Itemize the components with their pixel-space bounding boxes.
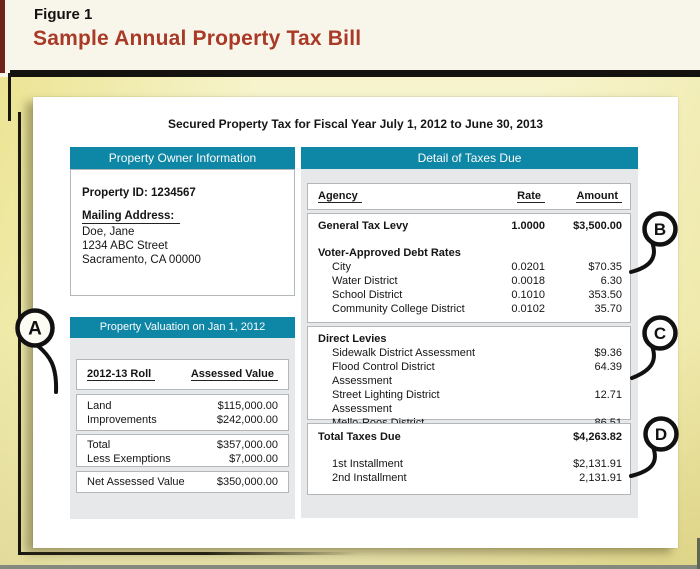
valuation-section: 2012-13 Roll Assessed Value Land $115,00…: [70, 338, 295, 519]
valuation-column-headers: 2012-13 Roll Assessed Value: [76, 359, 289, 390]
table-row: Community College District 0.0102 35.70: [332, 303, 622, 315]
table-row: Net Assessed Value $350,000.00: [87, 476, 278, 488]
levy-box: General Tax Levy 1.0000 $3,500.00 Voter-…: [307, 213, 631, 323]
taxes-section-header: Detail of Taxes Due: [301, 147, 638, 169]
figure-title: Sample Annual Property Tax Bill: [33, 27, 362, 50]
assessed-value-column-header: Assessed Value: [190, 368, 278, 381]
table-row: 1st Installment $2,131.91: [332, 458, 622, 470]
taxes-column-headers: Agency Rate Amount: [307, 183, 631, 210]
amount-column-header: Amount: [576, 190, 622, 203]
owner-info-box: Property ID: 1234567 Mailing Address: Do…: [70, 169, 295, 296]
table-row: Direct Levies: [318, 333, 387, 345]
address-line: Sacramento, CA 00000: [82, 254, 201, 266]
table-row: City 0.0201 $70.35: [332, 261, 622, 273]
valuation-section-header: Property Valuation on Jan 1, 2012: [70, 317, 295, 338]
total-taxes-box: Total Taxes Due $4,263.82 1st Installmen…: [307, 423, 631, 495]
valuation-net-box: Net Assessed Value $350,000.00: [76, 471, 289, 493]
page-edge-strip: [697, 538, 700, 569]
page-edge-strip: [0, 565, 700, 569]
address-line: 1234 ABC Street: [82, 240, 168, 252]
roll-column-header: 2012-13 Roll: [87, 368, 156, 381]
property-id-label: Property ID:: [82, 187, 148, 199]
scan-crease-line: [8, 73, 11, 121]
table-row: School District 0.1010 353.50: [332, 289, 622, 301]
owner-section-header: Property Owner Information: [70, 147, 295, 169]
table-row: Sidewalk District Assessment $9.36: [332, 347, 622, 359]
table-row: Less Exemptions $7,000.00: [87, 453, 278, 465]
table-row: Water District 0.0018 6.30: [332, 275, 622, 287]
direct-levies-box: Direct Levies Sidewalk District Assessme…: [307, 326, 631, 443]
table-row: Total $357,000.00: [87, 439, 278, 451]
header-divider: [10, 70, 700, 77]
property-id-line: Property ID: 1234567: [82, 186, 284, 200]
table-row: Land $115,000.00: [87, 400, 278, 412]
address-line: Doe, Jane: [82, 226, 135, 238]
rate-column-header: Rate: [517, 190, 545, 203]
property-id-value: 1234567: [151, 187, 196, 199]
agency-column-header: Agency: [318, 190, 362, 203]
table-row: Total Taxes Due $4,263.82: [318, 431, 622, 443]
scan-crease-line: [18, 112, 21, 555]
table-row: Flood Control District Assessment 64.39: [332, 361, 622, 387]
valuation-total-box: Total $357,000.00 Less Exemptions $7,000…: [76, 434, 289, 467]
table-row: Street Lighting District Assessment 12.7…: [332, 389, 622, 415]
scan-crease-line: [18, 552, 358, 555]
table-row: General Tax Levy 1.0000 $3,500.00: [318, 220, 622, 232]
bill-title: Secured Property Tax for Fiscal Year Jul…: [167, 117, 544, 131]
table-row: Improvements $242,000.00: [87, 414, 278, 426]
mailing-address-label: Mailing Address:: [82, 209, 181, 224]
taxes-section: Agency Rate Amount General Tax Levy 1.00…: [301, 169, 638, 518]
table-row: 2nd Installment 2,131.91: [332, 472, 622, 484]
figure-number: Figure 1: [34, 6, 93, 23]
valuation-land-box: Land $115,000.00 Improvements $242,000.0…: [76, 394, 289, 431]
table-row: Voter-Approved Debt Rates: [318, 247, 461, 259]
tax-bill-panel: Secured Property Tax for Fiscal Year Jul…: [33, 97, 678, 548]
page-edge-strip: [0, 0, 5, 73]
